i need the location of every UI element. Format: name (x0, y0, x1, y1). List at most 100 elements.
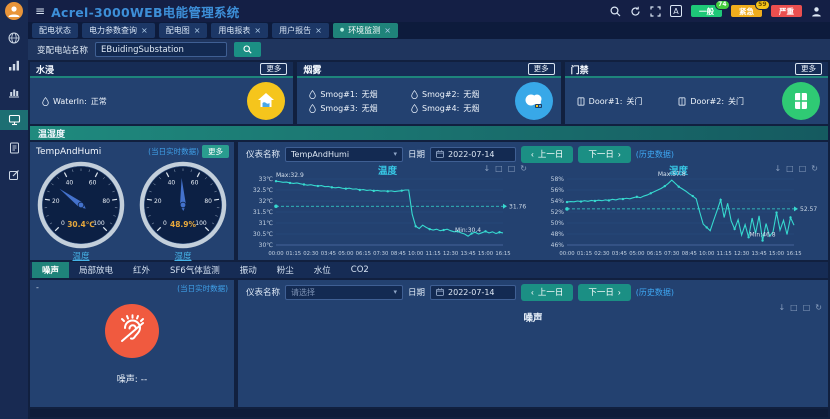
svg-text:32℃: 32℃ (259, 198, 274, 205)
alarm-urgent-label: 紧急 (739, 6, 754, 16)
tab-noise[interactable]: 噪声 (32, 262, 70, 278)
sidebar-item-trend[interactable] (0, 56, 28, 74)
svg-text:20: 20 (52, 198, 60, 205)
search-icon[interactable] (610, 5, 621, 17)
close-icon[interactable]: × (315, 25, 322, 35)
close-icon[interactable]: × (254, 25, 262, 35)
signal-bars-icon (9, 60, 19, 71)
svg-text:11:15: 11:15 (717, 251, 732, 257)
chevron-down-icon: ▾ (393, 150, 398, 158)
alarm-general-button[interactable]: 一般 74 (691, 0, 730, 17)
meter-select[interactable]: TempAndHumi ▾ (285, 146, 404, 162)
tab-user-report[interactable]: 用户报告 × (272, 23, 329, 38)
date-picker[interactable]: 2022-07-14 (430, 284, 517, 300)
door-panel-header: 门禁 更多 (564, 62, 828, 78)
next-day-button[interactable]: 下一日 › (578, 283, 631, 301)
data-view-icon[interactable]: □ (798, 164, 807, 173)
svg-text:100: 100 (93, 220, 105, 227)
svg-text:33℃: 33℃ (259, 176, 274, 183)
alarm-severe-label: 严重 (779, 6, 794, 16)
tab-co2[interactable]: CO2 (350, 265, 369, 275)
next-day-label: 下一日 (588, 149, 614, 159)
user-avatar[interactable] (5, 2, 23, 20)
door-mini-icon (678, 96, 686, 106)
prev-day-button[interactable]: ‹ 上一日 (521, 283, 574, 301)
close-icon[interactable]: × (141, 25, 148, 35)
tab-power-params[interactable]: 电力参数查询 × (82, 23, 155, 38)
tab-infrared[interactable]: 红外 (133, 266, 151, 276)
save-image-icon[interactable]: ↓ (483, 164, 491, 173)
tab-dust[interactable]: 粉尘 (276, 266, 294, 276)
prev-arrow-icon: ‹ (531, 287, 534, 297)
close-icon[interactable]: × (384, 25, 391, 35)
sensor-name: Smog#2: (421, 89, 460, 99)
svg-text:02:30: 02:30 (594, 251, 610, 257)
door-more-button[interactable]: 更多 (794, 63, 822, 75)
door-panel-title: 门禁 (570, 65, 589, 76)
refresh-chart-icon[interactable]: ↻ (520, 164, 527, 173)
water-panel-body: WaterIn: 正常 (30, 78, 293, 124)
smoke-more-button[interactable]: 更多 (527, 63, 555, 75)
meter-select[interactable]: 请选择 ▾ (285, 284, 404, 300)
svg-text:10:00: 10:00 (408, 251, 424, 257)
tab-partial-discharge[interactable]: 局部放电 (79, 266, 114, 276)
tab-sf6-gas[interactable]: SF6气体监测 (170, 266, 220, 276)
history-data-link[interactable]: (历史数据) (635, 149, 674, 159)
data-view-icon[interactable]: □ (802, 303, 811, 312)
translate-icon[interactable]: A (670, 5, 682, 17)
prev-day-button[interactable]: ‹ 上一日 (521, 145, 574, 163)
restore-icon[interactable]: □ (786, 164, 794, 173)
tab-distribution-status[interactable]: 配电状态 (32, 23, 78, 38)
substation-name-input[interactable] (95, 42, 228, 57)
water-more-button[interactable]: 更多 (260, 63, 288, 75)
smoke-status-icon (514, 82, 553, 120)
sidebar-item-edit[interactable] (0, 166, 28, 184)
date-picker[interactable]: 2022-07-14 (430, 146, 517, 162)
droplet-icon (42, 96, 49, 106)
svg-text:08:45: 08:45 (682, 251, 697, 257)
tab-environment-monitor[interactable]: ● 环境监测 × (332, 23, 398, 38)
refresh-chart-icon[interactable]: ↻ (811, 164, 818, 173)
close-icon[interactable]: × (193, 25, 201, 35)
data-view-icon[interactable]: □ (507, 164, 516, 173)
user-icon[interactable] (811, 6, 822, 17)
sidebar-item-home[interactable] (0, 29, 28, 47)
tab-power-report[interactable]: 用电报表 × (211, 23, 269, 38)
svg-text:08:45: 08:45 (391, 251, 406, 257)
svg-text:05:00: 05:00 (338, 251, 354, 257)
refresh-icon[interactable] (630, 6, 641, 17)
alarm-urgent-button[interactable]: 紧急 59 (731, 0, 770, 17)
hamburger-icon[interactable]: ≡ (35, 4, 46, 18)
svg-text:80: 80 (102, 198, 110, 205)
tab-vibration[interactable]: 振动 (239, 266, 257, 276)
sidebar-item-document[interactable] (0, 139, 28, 157)
temphumi-more-button[interactable]: 更多 (202, 145, 229, 158)
fullscreen-icon[interactable] (650, 5, 661, 17)
svg-text:12:30: 12:30 (734, 251, 750, 257)
smoke-sensor-item: Smog#4: 无烟 (411, 103, 509, 114)
tab-water-level[interactable]: 水位 (313, 266, 331, 276)
history-data-link[interactable]: (历史数据) (635, 287, 674, 297)
globe-icon (8, 32, 20, 44)
temperature-gauge-label[interactable]: 温度 (72, 252, 90, 262)
next-day-button[interactable]: 下一日 › (578, 145, 631, 163)
alarm-severe-button[interactable]: 严重 (771, 5, 802, 17)
svg-text:58%: 58% (551, 176, 565, 183)
search-button[interactable] (234, 42, 262, 57)
svg-text:02:30: 02:30 (303, 251, 319, 257)
humidity-gauge-label[interactable]: 湿度 (174, 252, 192, 262)
restore-icon[interactable]: □ (495, 164, 503, 173)
prev-day-label: 上一日 (537, 149, 564, 159)
droplet-icon (309, 103, 317, 113)
save-image-icon[interactable]: ↓ (774, 164, 782, 173)
sidebar (0, 0, 28, 419)
smoke-sensor-item: Smog#2: 无烟 (411, 89, 509, 100)
save-image-icon[interactable]: ↓ (778, 303, 786, 312)
tab-distribution-diagram[interactable]: 配电图 × (158, 23, 208, 38)
svg-text:12:30: 12:30 (443, 251, 459, 257)
restore-icon[interactable]: □ (790, 303, 798, 312)
sidebar-item-environment-active[interactable] (0, 110, 28, 130)
refresh-chart-icon[interactable]: ↻ (815, 303, 822, 312)
sidebar-item-reports[interactable] (0, 83, 28, 101)
smoke-panel: 烟雾 更多 Smog#1: 无烟 Smog#2: (297, 62, 561, 124)
